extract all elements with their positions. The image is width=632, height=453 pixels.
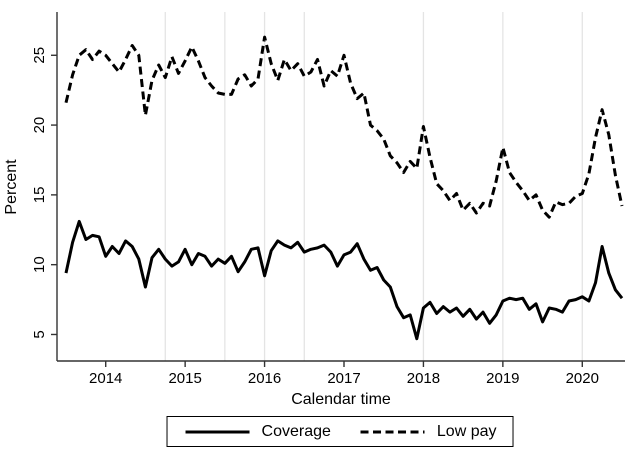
legend-item-coverage: Coverage <box>184 423 331 441</box>
x-tick-label: 2018 <box>407 370 440 387</box>
y-tick-label: 20 <box>31 117 48 134</box>
y-tick-label: 25 <box>31 47 48 64</box>
y-axis-ticks: 5 10 15 20 25 <box>31 47 57 339</box>
y-tick-label: 15 <box>31 187 48 204</box>
y-tick-label: 5 <box>31 330 48 338</box>
x-tick-label: 2014 <box>89 370 122 387</box>
x-axis-title: Calendar time <box>291 391 391 408</box>
x-tick-label: 2019 <box>486 370 519 387</box>
axes <box>56 12 625 362</box>
gridlines <box>164 12 583 361</box>
coverage-line-sample <box>185 430 250 433</box>
legend-label-coverage: Coverage <box>261 422 331 440</box>
x-tick-label: 2016 <box>248 370 281 387</box>
y-tick-label: 10 <box>31 256 48 273</box>
low-pay-line-sample <box>360 430 425 433</box>
chart-figure: 5 10 15 20 25 2014 2015 2016 2017 2018 2019 2020 P… <box>3 12 625 447</box>
y-axis-title: Percent <box>3 159 20 215</box>
legend-item-low-pay: Low pay <box>359 422 497 441</box>
x-tick-label: 2020 <box>566 370 599 387</box>
legend: Coverage Low pay <box>166 416 514 447</box>
line-chart: 5 10 15 20 25 2014 2015 2016 2017 2018 2019 2020 P… <box>3 12 625 408</box>
x-axis-ticks: 2014 2015 2016 2017 2018 2019 2020 <box>89 361 599 387</box>
legend-label-low-pay: Low pay <box>436 422 497 440</box>
low-pay-line <box>64 35 624 219</box>
coverage-line <box>64 219 624 341</box>
data-series <box>64 35 624 341</box>
x-tick-label: 2017 <box>327 370 360 387</box>
x-tick-label: 2015 <box>168 370 201 387</box>
